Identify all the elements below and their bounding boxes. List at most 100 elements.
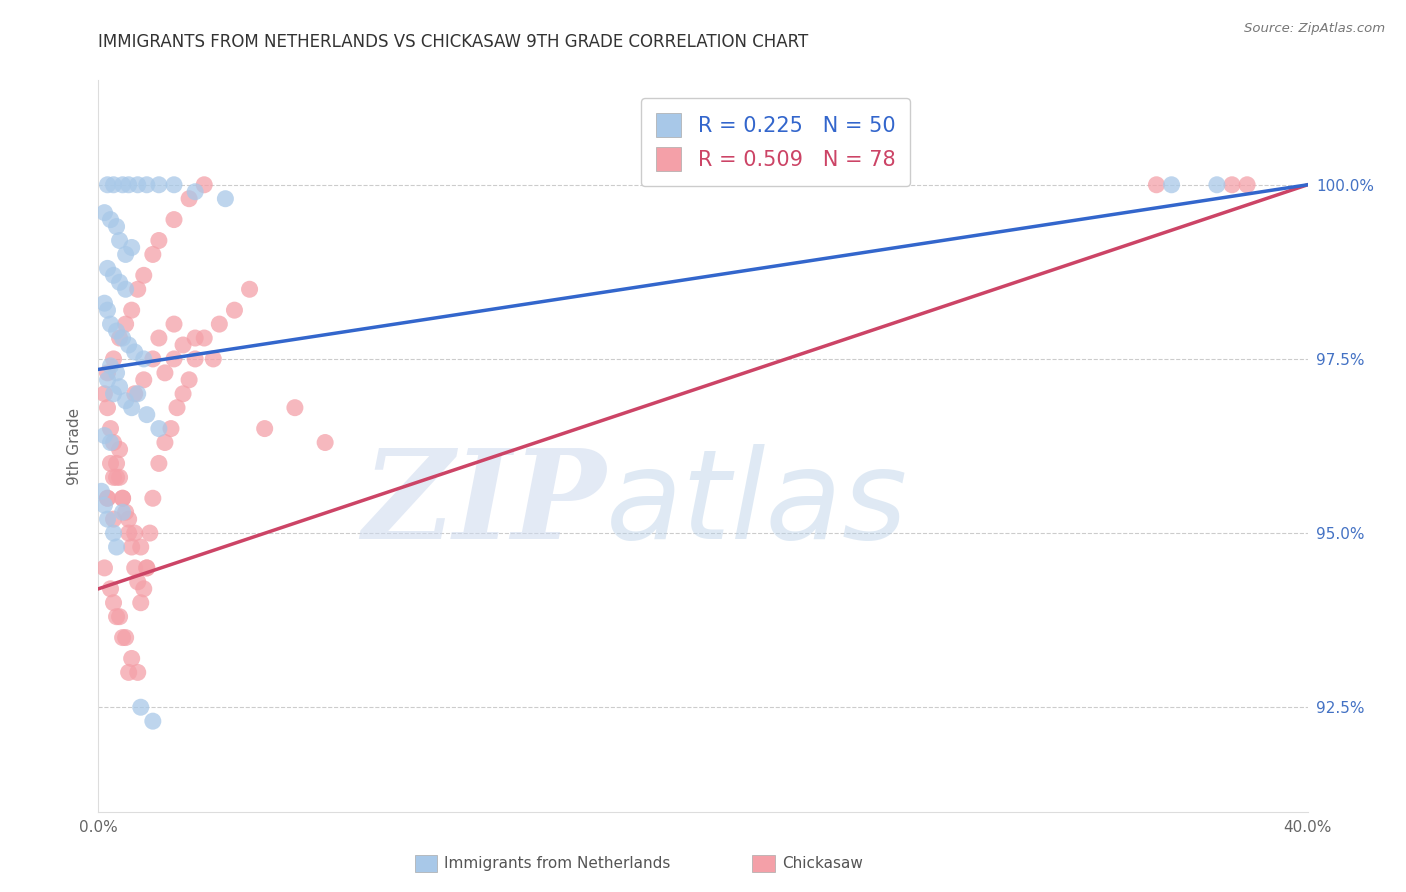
Point <box>114 317 136 331</box>
Point <box>114 393 136 408</box>
Point <box>166 401 188 415</box>
Point <box>132 351 155 366</box>
Point <box>184 331 207 345</box>
Point <box>105 366 128 380</box>
Point <box>132 373 155 387</box>
Point <box>100 421 122 435</box>
Point <box>96 178 118 192</box>
Point <box>96 373 118 387</box>
Point <box>135 408 157 422</box>
Point <box>103 512 125 526</box>
Point <box>96 303 118 318</box>
Point <box>314 435 336 450</box>
Text: atlas: atlas <box>606 444 908 565</box>
Point <box>108 380 131 394</box>
Point <box>127 178 149 192</box>
Point <box>103 470 125 484</box>
Point <box>127 386 149 401</box>
Point <box>111 491 134 506</box>
Point <box>1146 178 1168 192</box>
Point <box>103 435 125 450</box>
Point <box>132 268 155 283</box>
Point <box>121 651 143 665</box>
Point <box>118 512 141 526</box>
Point <box>184 185 207 199</box>
Point <box>239 282 262 296</box>
Point <box>1206 178 1229 192</box>
Point <box>114 505 136 519</box>
Point <box>96 261 118 276</box>
Point <box>108 275 131 289</box>
Point <box>142 491 165 506</box>
Point <box>148 421 170 435</box>
Point <box>179 192 201 206</box>
Point <box>90 484 112 499</box>
Point <box>105 324 128 338</box>
Point <box>100 457 122 471</box>
Point <box>96 491 118 506</box>
Point <box>93 561 115 575</box>
Point <box>160 421 183 435</box>
Point <box>100 212 122 227</box>
Point <box>148 331 170 345</box>
Text: Source: ZipAtlas.com: Source: ZipAtlas.com <box>1244 22 1385 36</box>
Point <box>142 351 165 366</box>
Point <box>153 435 176 450</box>
Point <box>124 526 146 541</box>
Point <box>118 665 141 680</box>
Point <box>100 317 122 331</box>
Point <box>111 505 134 519</box>
Y-axis label: 9th Grade: 9th Grade <box>67 408 83 484</box>
Point <box>163 178 186 192</box>
Point <box>105 609 128 624</box>
Point <box>118 338 141 352</box>
Point <box>100 359 122 373</box>
Point <box>163 212 186 227</box>
Point <box>124 386 146 401</box>
Point <box>105 540 128 554</box>
Point <box>111 331 134 345</box>
Point <box>103 351 125 366</box>
Text: IMMIGRANTS FROM NETHERLANDS VS CHICKASAW 9TH GRADE CORRELATION CHART: IMMIGRANTS FROM NETHERLANDS VS CHICKASAW… <box>98 33 808 51</box>
Point <box>148 178 170 192</box>
Point <box>114 282 136 296</box>
Text: Immigrants from Netherlands: Immigrants from Netherlands <box>444 856 671 871</box>
Point <box>121 303 143 318</box>
Point <box>93 498 115 512</box>
Point <box>93 205 115 219</box>
Point <box>93 386 115 401</box>
Point <box>172 386 194 401</box>
Point <box>108 470 131 484</box>
Point <box>193 331 215 345</box>
Text: Chickasaw: Chickasaw <box>782 856 863 871</box>
Point <box>96 366 118 380</box>
Point <box>121 401 143 415</box>
Point <box>129 596 152 610</box>
Point <box>103 526 125 541</box>
Point <box>153 366 176 380</box>
Point <box>93 296 115 310</box>
Point <box>172 338 194 352</box>
Point <box>132 582 155 596</box>
Point <box>163 351 186 366</box>
Point <box>179 373 201 387</box>
Point <box>96 491 118 506</box>
Point <box>1220 178 1243 192</box>
Point <box>142 714 165 728</box>
Point <box>103 178 125 192</box>
Point <box>163 317 186 331</box>
Point <box>111 631 134 645</box>
Point <box>121 240 143 254</box>
Point <box>142 247 165 261</box>
Point <box>129 700 152 714</box>
Point <box>114 247 136 261</box>
Point <box>224 303 246 318</box>
Point <box>103 268 125 283</box>
Point <box>108 442 131 457</box>
Point <box>127 282 149 296</box>
Point <box>1160 178 1182 192</box>
Point <box>96 401 118 415</box>
Point <box>96 512 118 526</box>
Point <box>105 470 128 484</box>
Point <box>1236 178 1258 192</box>
